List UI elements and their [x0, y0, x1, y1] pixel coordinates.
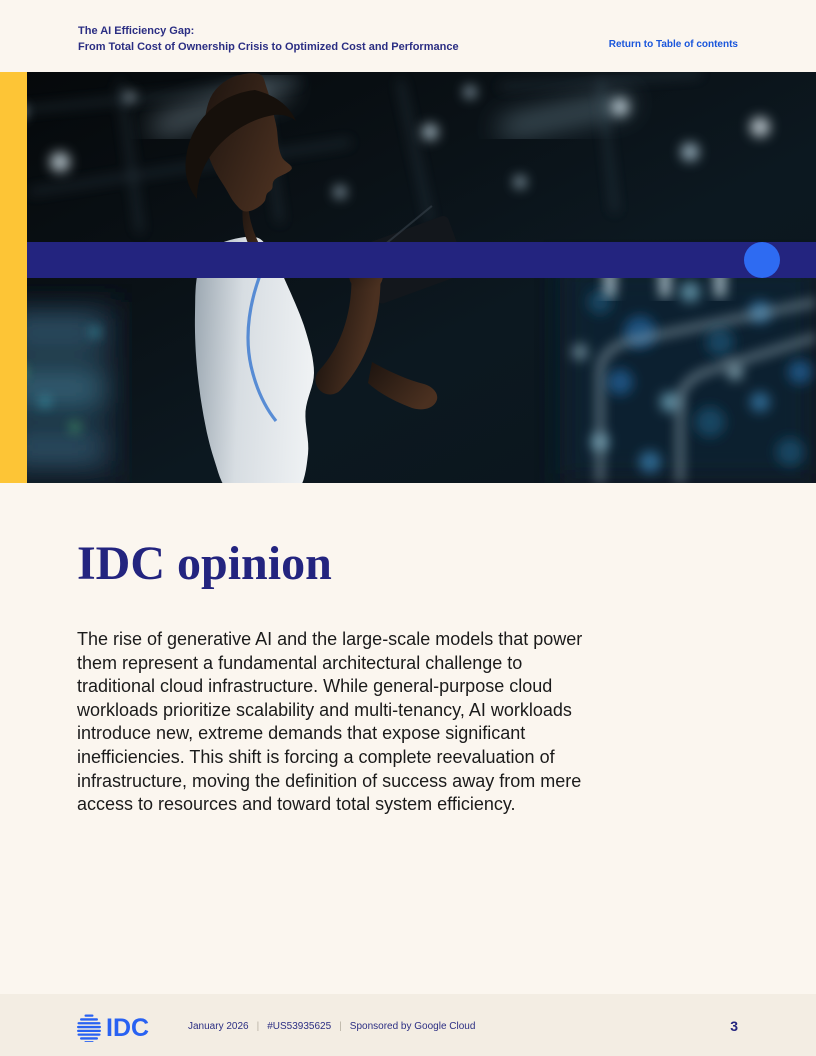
- svg-text:IDC: IDC: [106, 1014, 149, 1042]
